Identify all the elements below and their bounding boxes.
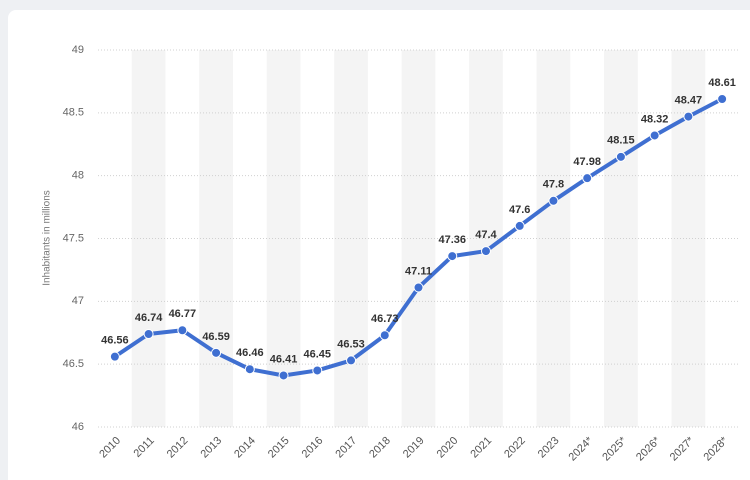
data-label: 48.61 — [708, 77, 736, 89]
data-label: 48.47 — [675, 95, 703, 107]
data-label: 46.46 — [236, 347, 264, 359]
y-axis-label: Inhabitants in millions — [42, 190, 53, 286]
column-band — [536, 50, 571, 427]
data-point — [143, 329, 154, 340]
data-point — [649, 130, 660, 141]
column-band — [671, 50, 706, 427]
data-label: 46.45 — [304, 348, 332, 360]
data-label: 46.77 — [169, 308, 197, 320]
data-label: 46.56 — [101, 335, 129, 347]
data-point — [480, 246, 491, 257]
data-label: 47.11 — [405, 265, 432, 277]
data-point — [717, 94, 728, 105]
data-label: 46.41 — [270, 353, 298, 365]
data-label: 46.73 — [371, 313, 399, 325]
data-label: 47.6 — [509, 204, 530, 216]
data-point — [447, 251, 458, 262]
y-tick-label: 47.5 — [63, 232, 84, 244]
data-label: 47.36 — [438, 234, 466, 246]
data-point — [514, 220, 525, 231]
data-point — [177, 325, 188, 336]
y-tick-label: 46 — [72, 421, 84, 433]
data-point — [244, 364, 255, 375]
column-band — [131, 50, 166, 427]
y-tick-label: 49 — [72, 44, 84, 56]
data-label: 46.59 — [202, 331, 230, 343]
data-point — [211, 347, 222, 358]
data-label: 48.15 — [607, 135, 635, 147]
data-label: 47.8 — [543, 179, 564, 191]
data-label: 46.74 — [135, 312, 163, 324]
data-point — [582, 173, 593, 184]
data-label: 48.32 — [641, 113, 669, 125]
y-tick-label: 48 — [72, 170, 84, 182]
card — [8, 10, 750, 480]
data-point — [379, 330, 390, 341]
data-point — [413, 282, 424, 293]
data-point — [312, 365, 323, 376]
data-point — [548, 195, 559, 206]
data-point — [109, 351, 120, 362]
y-tick-label: 47 — [72, 295, 84, 307]
y-tick-label: 46.5 — [63, 358, 84, 370]
y-tick-label: 48.5 — [63, 107, 84, 119]
column-band — [266, 50, 301, 427]
data-point — [615, 151, 626, 162]
data-point — [278, 370, 289, 381]
data-label: 47.98 — [573, 156, 601, 168]
data-label: 47.4 — [475, 229, 497, 241]
data-point — [346, 355, 357, 366]
column-band — [401, 50, 436, 427]
data-point — [683, 111, 694, 122]
data-label: 46.53 — [337, 338, 365, 350]
